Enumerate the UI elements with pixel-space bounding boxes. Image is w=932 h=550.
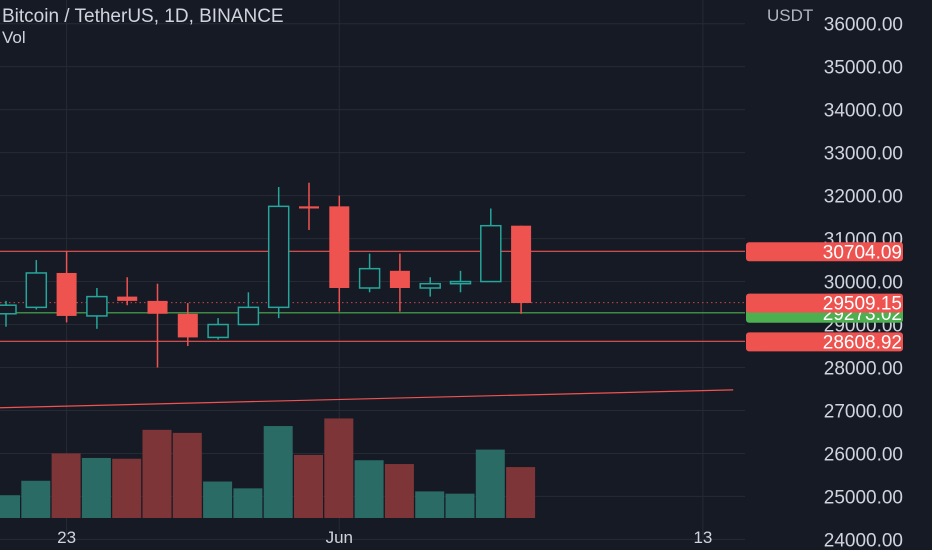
- trend-line: [0, 389, 734, 409]
- volume-label: Vol: [2, 28, 26, 47]
- y-tick-label: 32000.00: [824, 187, 903, 208]
- y-tick-label: 35000.00: [824, 58, 903, 79]
- volume-bar: [506, 467, 536, 518]
- volume-bar: [51, 453, 81, 518]
- y-tick-label: 34000.00: [824, 101, 903, 122]
- candle-body: [207, 323, 229, 339]
- price-tag: [746, 332, 903, 352]
- candle-body: [480, 224, 502, 283]
- candle-body: [419, 282, 441, 289]
- price-tag: [746, 242, 903, 262]
- candle-body: [389, 270, 410, 288]
- candle-body: [299, 206, 319, 209]
- volume-bar: [354, 460, 384, 518]
- y-tick-label: 26000.00: [824, 444, 903, 465]
- volume-bar: [112, 458, 142, 518]
- candle-body: [147, 300, 168, 314]
- candle-body: [267, 205, 290, 309]
- candle-body: [358, 267, 381, 289]
- y-tick-label: 25000.00: [824, 487, 903, 508]
- volume-bar: [294, 454, 323, 518]
- currency-label: USDT: [767, 6, 814, 25]
- candle-body: [237, 306, 260, 326]
- volume-bar: [384, 464, 414, 518]
- candle-body: [86, 295, 108, 317]
- candle-body: [329, 206, 350, 288]
- price-tag: [746, 293, 903, 313]
- y-tick-label: 24000.00: [824, 530, 903, 550]
- y-tick-label: 30000.00: [824, 273, 903, 294]
- y-tick-label: 27000.00: [824, 401, 903, 422]
- volume-bar: [445, 493, 475, 518]
- volume-bar: [263, 426, 293, 518]
- candle-body: [117, 296, 138, 301]
- price-tag-label: 30704.09: [823, 242, 902, 263]
- volume-bar: [324, 418, 354, 518]
- price-tag-label: 29509.15: [823, 294, 902, 315]
- x-tick-label: 13: [693, 528, 712, 547]
- candle-body: [0, 304, 17, 315]
- volume-bar: [233, 488, 263, 518]
- volume-bar: [172, 432, 202, 518]
- candle-body: [449, 280, 472, 285]
- y-tick-label: 33000.00: [824, 144, 903, 165]
- price-tag-label: 28608.92: [823, 332, 902, 353]
- y-tick-label: 36000.00: [824, 15, 903, 36]
- volume-bar: [475, 449, 505, 518]
- volume-bar: [415, 491, 445, 518]
- volume-bar: [81, 457, 111, 518]
- volume-bar: [142, 429, 172, 518]
- x-tick-label: 23: [57, 528, 76, 547]
- candle-body: [177, 313, 198, 338]
- candle-body: [56, 272, 77, 316]
- chart-title: Bitcoin / TetherUS, 1D, BINANCE: [2, 6, 284, 27]
- volume-bar: [0, 495, 20, 518]
- volume-bar: [21, 480, 51, 518]
- y-tick-label: 28000.00: [824, 359, 903, 380]
- candle-body: [25, 272, 48, 309]
- x-tick-label: Jun: [326, 528, 353, 547]
- candle-body: [511, 225, 532, 304]
- volume-bar: [203, 481, 233, 518]
